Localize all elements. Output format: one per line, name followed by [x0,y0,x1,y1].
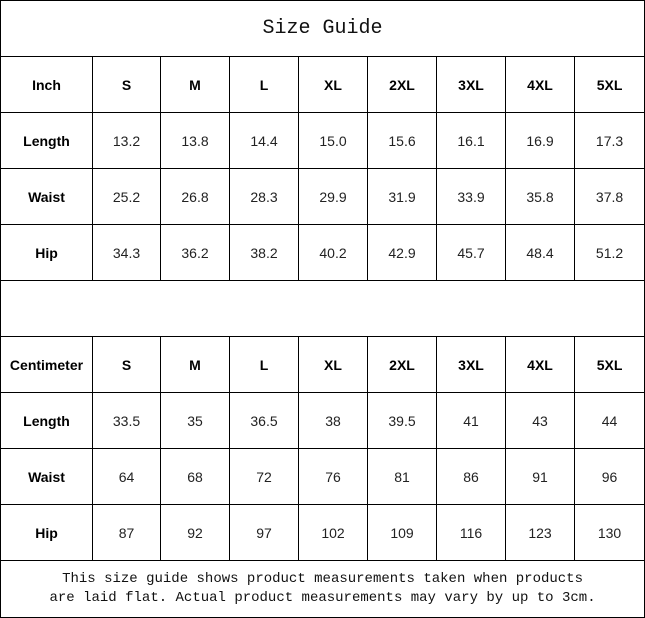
spacer-cell [0,280,645,337]
measurement-value: 38.2 [229,224,299,281]
measurement-value: 34.3 [92,224,161,281]
size-header: S [92,336,161,393]
measurement-value: 16.1 [436,112,506,169]
measurement-value: 38 [298,392,368,449]
size-header: 3XL [436,336,506,393]
measurement-value: 92 [160,504,230,561]
unit-label: Inch [0,56,93,113]
measurement-value: 14.4 [229,112,299,169]
size-header: 2XL [367,336,437,393]
table-row: Waist 25.2 26.8 28.3 29.9 31.9 33.9 35.8 37.8 [0,168,645,225]
measurement-label: Waist [0,168,93,225]
table-row: Hip 87 92 97 102 109 116 123 130 [0,504,645,561]
size-header: M [160,336,230,393]
size-header: S [92,56,161,113]
measurement-value: 123 [505,504,575,561]
measurement-value: 16.9 [505,112,575,169]
size-header: XL [298,56,368,113]
measurement-value: 29.9 [298,168,368,225]
size-header: L [229,336,299,393]
measurement-value: 76 [298,448,368,505]
measurement-value: 36.2 [160,224,230,281]
measurement-value: 13.8 [160,112,230,169]
measurement-value: 43 [505,392,575,449]
measurement-value: 91 [505,448,575,505]
measurement-label: Hip [0,504,93,561]
title-row: Size Guide [0,0,645,57]
measurement-label: Waist [0,448,93,505]
table-row: Length 33.5 35 36.5 38 39.5 41 43 44 [0,392,645,449]
measurement-value: 17.3 [573,112,645,169]
measurement-value: 41 [436,392,506,449]
centimeter-header-row: Centimeter S M L XL 2XL 3XL 4XL 5XL [0,336,645,393]
size-header: XL [298,336,368,393]
measurement-value: 42.9 [367,224,437,281]
spacer-row [0,280,645,337]
footnote: This size guide shows product measuremen… [0,560,645,618]
size-header: 5XL [573,336,645,393]
measurement-value: 72 [229,448,299,505]
measurement-label: Length [0,112,93,169]
measurement-value: 96 [573,448,645,505]
footnote-line: are laid flat. Actual product measuremen… [49,590,596,606]
measurement-value: 15.6 [367,112,437,169]
measurement-value: 45.7 [436,224,506,281]
measurement-value: 13.2 [92,112,161,169]
measurement-value: 130 [573,504,645,561]
measurement-value: 40.2 [298,224,368,281]
measurement-value: 28.3 [229,168,299,225]
measurement-value: 37.8 [573,168,645,225]
measurement-value: 35 [160,392,230,449]
measurement-value: 31.9 [367,168,437,225]
measurement-value: 97 [229,504,299,561]
measurement-value: 33.9 [436,168,506,225]
measurement-value: 81 [367,448,437,505]
size-header: 3XL [436,56,506,113]
measurement-value: 64 [92,448,161,505]
measurement-value: 39.5 [367,392,437,449]
measurement-value: 33.5 [92,392,161,449]
measurement-value: 109 [367,504,437,561]
size-header: 2XL [367,56,437,113]
size-header: 4XL [505,56,575,113]
note-row: This size guide shows product measuremen… [0,560,645,618]
measurement-value: 48.4 [505,224,575,281]
size-header: 5XL [573,56,645,113]
measurement-label: Length [0,392,93,449]
measurement-value: 68 [160,448,230,505]
size-header: M [160,56,230,113]
inch-header-row: Inch S M L XL 2XL 3XL 4XL 5XL [0,56,645,113]
size-header: 4XL [505,336,575,393]
measurement-value: 44 [573,392,645,449]
measurement-value: 25.2 [92,168,161,225]
page-title: Size Guide [0,0,645,57]
measurement-label: Hip [0,224,93,281]
measurement-value: 86 [436,448,506,505]
measurement-value: 116 [436,504,506,561]
table-row: Hip 34.3 36.2 38.2 40.2 42.9 45.7 48.4 51.2 [0,224,645,281]
measurement-value: 15.0 [298,112,368,169]
footnote-line: This size guide shows product measuremen… [62,571,583,587]
measurement-value: 36.5 [229,392,299,449]
size-header: L [229,56,299,113]
measurement-value: 51.2 [573,224,645,281]
measurement-value: 26.8 [160,168,230,225]
table-row: Length 13.2 13.8 14.4 15.0 15.6 16.1 16.9 17.3 [0,112,645,169]
measurement-value: 102 [298,504,368,561]
measurement-value: 87 [92,504,161,561]
unit-label: Centimeter [0,336,93,393]
table-row: Waist 64 68 72 76 81 86 91 96 [0,448,645,505]
measurement-value: 35.8 [505,168,575,225]
